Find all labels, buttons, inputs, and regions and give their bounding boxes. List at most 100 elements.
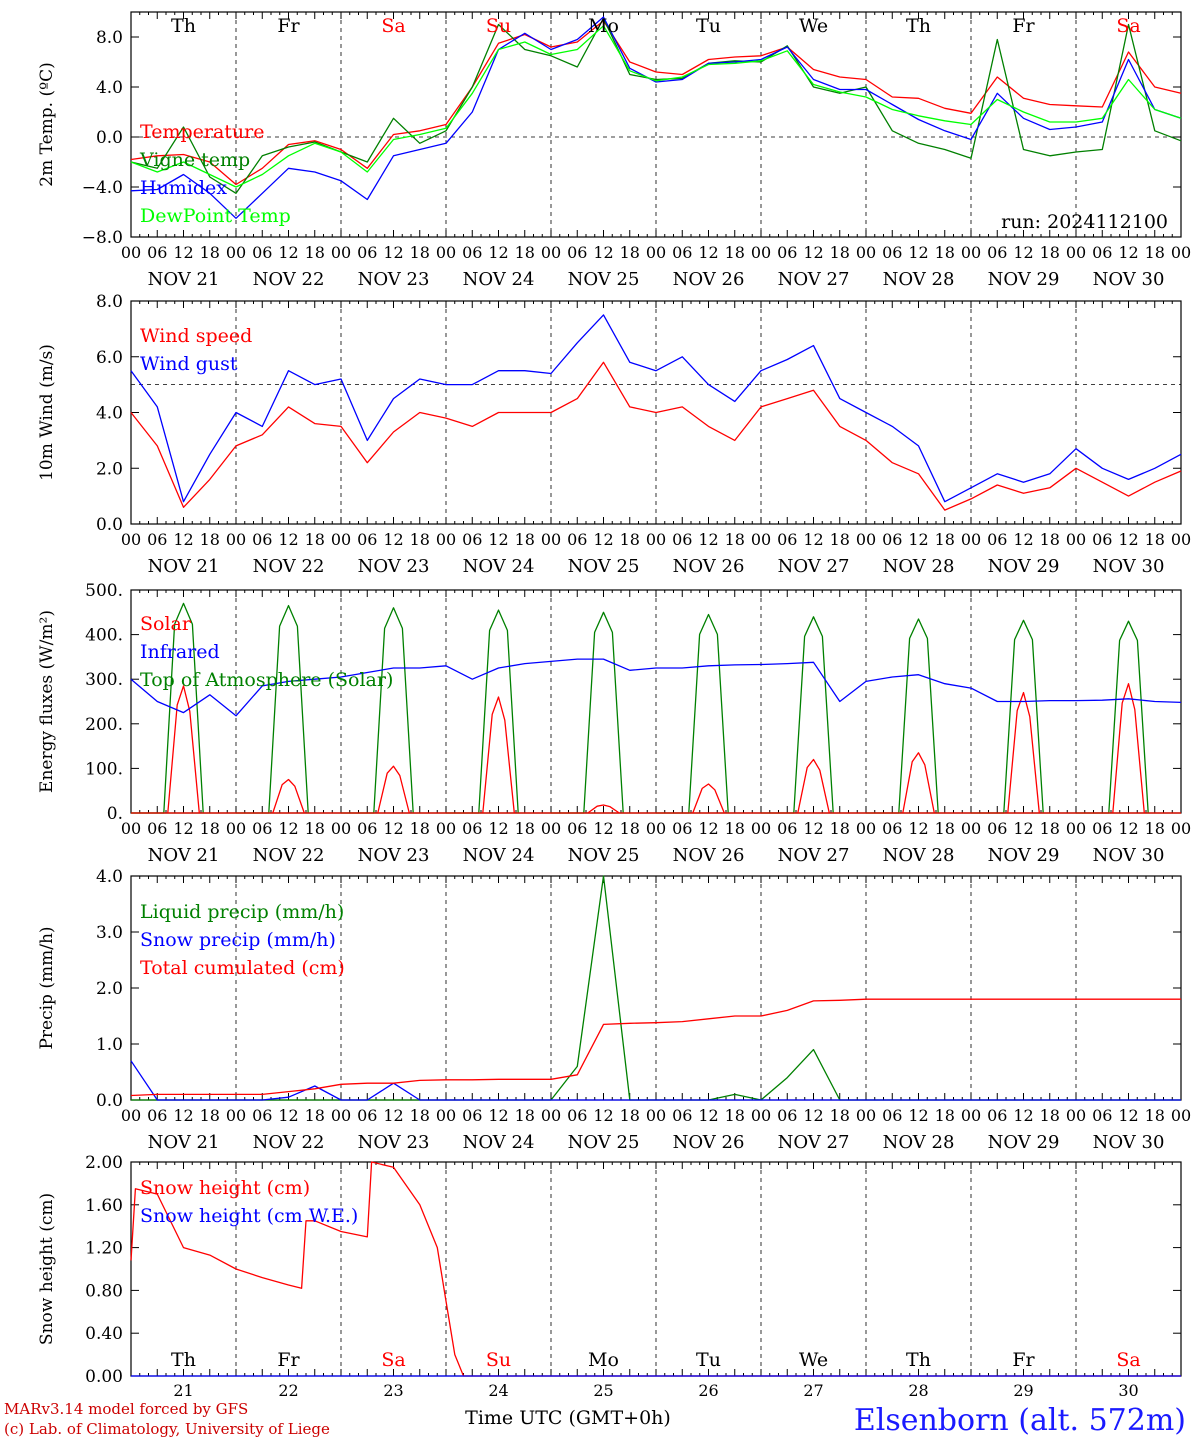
hour-tick-label: 06 bbox=[882, 530, 902, 549]
hour-tick-label: 06 bbox=[1092, 1106, 1112, 1125]
hour-tick-label: 00 bbox=[541, 1106, 561, 1125]
toa-solar-line bbox=[341, 607, 414, 814]
hour-tick-label: 00 bbox=[541, 819, 561, 838]
hour-tick-label: 18 bbox=[1040, 1106, 1060, 1125]
toa-solar-line bbox=[551, 611, 624, 814]
hour-tick-label: 18 bbox=[1145, 243, 1165, 262]
y-tick-label: −8.0 bbox=[82, 228, 123, 248]
legend-entry: Total cumulated (cm) bbox=[140, 957, 345, 979]
date-label: NOV 28 bbox=[883, 269, 955, 290]
toa-solar-line bbox=[656, 613, 729, 814]
hour-tick-label: 18 bbox=[620, 819, 640, 838]
hour-tick-label: 06 bbox=[462, 819, 482, 838]
hour-tick-label: 18 bbox=[830, 1106, 850, 1125]
hour-tick-label: 18 bbox=[725, 1106, 745, 1125]
day-name-label: Fr bbox=[277, 1349, 300, 1371]
hour-tick-label: 00 bbox=[331, 819, 351, 838]
solar-line bbox=[902, 752, 935, 814]
hour-tick-label: 12 bbox=[488, 530, 508, 549]
hour-tick-label: 00 bbox=[226, 819, 246, 838]
hour-tick-label: 18 bbox=[1145, 819, 1165, 838]
hour-tick-label: 06 bbox=[252, 819, 272, 838]
panel-5: 2.00 1.60 1.20 0.80 0.40 0.00 Snow height (cm)… bbox=[37, 1153, 1182, 1400]
hour-tick-label: 12 bbox=[173, 1106, 193, 1125]
day-number-label: 27 bbox=[803, 1381, 823, 1400]
panel-3: 500. 400. 300. 200. 100. 0. Energy fluxes (W/m… bbox=[37, 581, 1191, 866]
hour-tick-label: 06 bbox=[987, 243, 1007, 262]
hour-tick-label: 12 bbox=[173, 530, 193, 549]
infrared-line bbox=[130, 658, 1182, 717]
hour-tick-label: 06 bbox=[777, 819, 797, 838]
hour-tick-label: 18 bbox=[200, 1106, 220, 1125]
hour-tick-label: 18 bbox=[830, 819, 850, 838]
hour-tick-label: 06 bbox=[777, 1106, 797, 1125]
hour-tick-label: 00 bbox=[961, 819, 981, 838]
date-label: NOV 21 bbox=[148, 1132, 220, 1153]
day-name-label: Su bbox=[486, 1349, 511, 1371]
hour-tick-label: 00 bbox=[331, 530, 351, 549]
y-tick-label: 2.00 bbox=[85, 1153, 123, 1173]
hour-tick-label: 18 bbox=[620, 530, 640, 549]
hour-tick-label: 06 bbox=[357, 530, 377, 549]
hour-tick-label: 00 bbox=[646, 819, 666, 838]
wind-speed-line bbox=[130, 361, 1182, 511]
hour-tick-label: 00 bbox=[646, 530, 666, 549]
hour-tick-label: 18 bbox=[305, 530, 325, 549]
hour-tick-label: 12 bbox=[1118, 530, 1138, 549]
day-number-label: 29 bbox=[1013, 1381, 1033, 1400]
y-tick-label: 0.0 bbox=[96, 128, 123, 148]
hour-tick-label: 06 bbox=[147, 1106, 167, 1125]
toa-solar-line bbox=[866, 618, 939, 814]
hour-tick-label: 18 bbox=[200, 530, 220, 549]
hour-tick-label: 06 bbox=[882, 1106, 902, 1125]
hour-tick-label: 00 bbox=[1066, 530, 1086, 549]
date-label: NOV 27 bbox=[778, 269, 850, 290]
date-label: NOV 29 bbox=[988, 1132, 1060, 1153]
hour-tick-label: 12 bbox=[383, 243, 403, 262]
hour-tick-label: 12 bbox=[908, 243, 928, 262]
hour-tick-label: 06 bbox=[147, 819, 167, 838]
hour-tick-label: 00 bbox=[541, 243, 561, 262]
date-label: NOV 22 bbox=[253, 556, 325, 577]
day-number-label: 21 bbox=[173, 1381, 193, 1400]
dewpoint-temp-line bbox=[130, 25, 1182, 188]
y-tick-label: 0.40 bbox=[85, 1324, 123, 1344]
hour-tick-label: 18 bbox=[725, 530, 745, 549]
hour-tick-label: 00 bbox=[1171, 819, 1191, 838]
hour-tick-label: 00 bbox=[751, 819, 771, 838]
solar-line bbox=[587, 804, 620, 814]
hour-tick-label: 00 bbox=[436, 243, 456, 262]
day-name-label: Th bbox=[906, 1349, 931, 1371]
hour-tick-label: 18 bbox=[305, 243, 325, 262]
humidex-line bbox=[130, 16, 1182, 219]
hour-tick-label: 12 bbox=[278, 1106, 298, 1125]
day-name-label: Fr bbox=[1012, 1349, 1035, 1371]
y-tick-label: 1.0 bbox=[96, 1035, 123, 1055]
hour-tick-label: 12 bbox=[488, 819, 508, 838]
hour-tick-label: 00 bbox=[121, 530, 141, 549]
day-name-label: Sa bbox=[381, 15, 405, 37]
hour-tick-label: 00 bbox=[856, 243, 876, 262]
date-label: NOV 30 bbox=[1093, 1132, 1165, 1153]
hour-tick-label: 18 bbox=[935, 1106, 955, 1125]
date-label: NOV 21 bbox=[148, 845, 220, 866]
day-number-label: 28 bbox=[908, 1381, 928, 1400]
date-label: NOV 27 bbox=[778, 845, 850, 866]
hour-tick-label: 06 bbox=[777, 530, 797, 549]
date-label: NOV 23 bbox=[358, 845, 430, 866]
hour-tick-label: 00 bbox=[226, 1106, 246, 1125]
hour-tick-label: 18 bbox=[1040, 530, 1060, 549]
date-label: NOV 22 bbox=[253, 845, 325, 866]
date-label: NOV 22 bbox=[253, 1132, 325, 1153]
hour-tick-label: 18 bbox=[1040, 819, 1060, 838]
y-axis-label: 2m Temp. (ºC) bbox=[37, 62, 57, 187]
y-axis-label: 10m Wind (m/s) bbox=[37, 344, 57, 481]
hour-tick-label: 18 bbox=[410, 1106, 430, 1125]
hour-tick-label: 00 bbox=[646, 243, 666, 262]
date-label: NOV 26 bbox=[673, 1132, 745, 1153]
hour-tick-label: 12 bbox=[593, 819, 613, 838]
date-label: NOV 25 bbox=[568, 269, 640, 290]
y-axis-label: Precip (mm/h) bbox=[37, 926, 57, 1049]
y-tick-label: 8.0 bbox=[96, 292, 123, 312]
panel-1: 8.0 4.0 0.0 −4.0 −8.0 2m Temp. (ºC) Temperatur… bbox=[37, 11, 1191, 290]
